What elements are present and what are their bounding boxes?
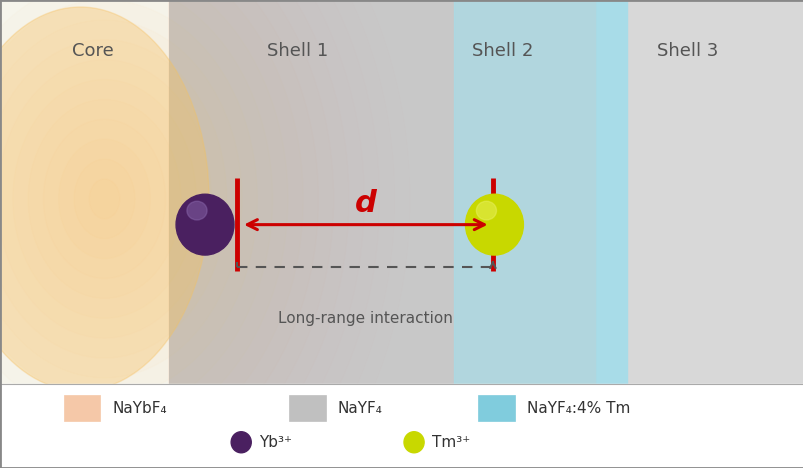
Bar [478, 395, 514, 421]
Bar [64, 395, 100, 421]
Ellipse shape [0, 7, 209, 391]
Bar [0, 0, 803, 398]
Text: Tm³⁺: Tm³⁺ [431, 435, 470, 450]
Text: Shell 2: Shell 2 [471, 43, 532, 60]
Ellipse shape [231, 431, 251, 453]
Text: NaYbF₄: NaYbF₄ [112, 401, 167, 416]
Text: NaYF₄: NaYF₄ [337, 401, 382, 416]
Text: Yb³⁺: Yb³⁺ [259, 435, 291, 450]
Text: Core: Core [71, 43, 113, 60]
Text: Shell 1: Shell 1 [267, 43, 328, 60]
Ellipse shape [176, 194, 234, 255]
Bar [289, 395, 325, 421]
Ellipse shape [403, 431, 424, 453]
Ellipse shape [186, 201, 207, 220]
Polygon shape [450, 0, 626, 398]
Ellipse shape [465, 194, 523, 255]
Bar [0, 384, 803, 468]
Text: NaYF₄:4% Tm: NaYF₄:4% Tm [526, 401, 630, 416]
Text: Shell 3: Shell 3 [656, 43, 717, 60]
Text: Long-range interaction: Long-range interaction [278, 311, 453, 326]
Polygon shape [454, 0, 610, 398]
Text: d: d [354, 189, 377, 218]
Bar [578, 0, 803, 398]
Ellipse shape [475, 201, 495, 220]
Polygon shape [169, 0, 594, 398]
